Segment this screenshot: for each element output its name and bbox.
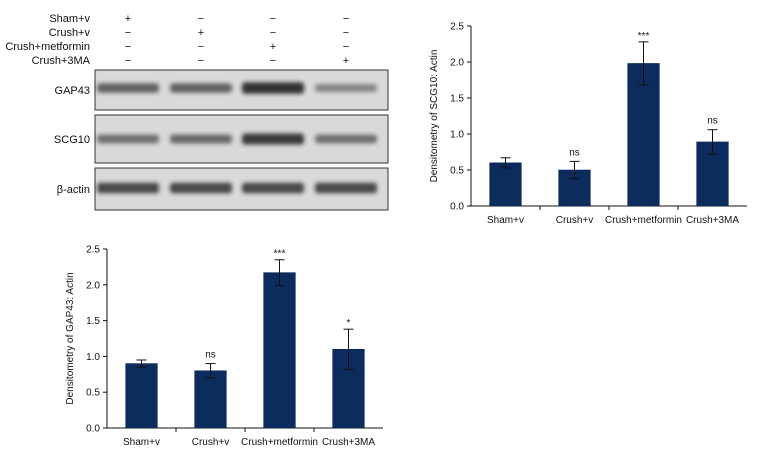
x-tick-label: Crush+3MA [322, 437, 375, 448]
y-tick-label: 1.0 [450, 130, 464, 141]
blot-band [170, 83, 232, 93]
y-tick-label: 0.5 [86, 388, 100, 399]
scg10-bar-chart: 0.0 0.5 1.0 1.5 2.0 2.5 Densitometry of SCG10:… [429, 22, 747, 226]
x-tick-label: Crush+v [556, 215, 594, 226]
condition-marker: − [125, 27, 131, 39]
y-axis-title: Densitometry of GAP43: Actin [65, 272, 76, 404]
blot-band [242, 133, 304, 145]
y-tick-label: 1.5 [86, 316, 100, 327]
condition-marker: + [270, 41, 276, 53]
blot-band-label: β-actin [57, 184, 90, 196]
significance-label: * [347, 318, 351, 329]
x-tick-label: Crush+metformin [605, 215, 682, 226]
significance-label: ns [569, 147, 580, 158]
blot-band [97, 182, 159, 194]
blot-band [315, 84, 377, 92]
western-blot-panel: Sham+v + − − − Crush+v − + − − Crush+metformin − − + −… [5, 13, 389, 211]
blot-band-label: SCG10 [54, 134, 90, 146]
x-tick-label: Crush+v [192, 437, 230, 448]
condition-label: Crush+v [49, 27, 91, 39]
condition-marker: − [198, 41, 204, 53]
x-tick-label: Sham+v [123, 437, 160, 448]
condition-marker: + [343, 55, 349, 67]
significance-label: ns [707, 116, 718, 127]
condition-marker: − [270, 55, 276, 67]
y-tick-label: 1.0 [86, 352, 100, 363]
y-tick-label: 0.5 [450, 166, 464, 177]
x-tick-label: Sham+v [487, 215, 524, 226]
condition-marker: − [125, 55, 131, 67]
x-tick-label: Crush+metformin [241, 437, 318, 448]
x-tick-label: Crush+3MA [686, 215, 739, 226]
blot-band [97, 134, 159, 144]
y-tick-label: 2.0 [86, 280, 100, 291]
gap43-bar-chart: 0.0 0.5 1.0 1.5 2.0 2.5 Densitometry of GAP43:… [65, 245, 383, 448]
bar [489, 162, 522, 207]
y-tick-label: 0.0 [450, 202, 464, 213]
condition-marker: − [343, 27, 349, 39]
significance-label: *** [638, 31, 650, 42]
blot-band [315, 182, 377, 194]
significance-label: ns [205, 350, 216, 361]
condition-label: Crush+metformin [5, 41, 90, 53]
condition-marker: − [198, 13, 204, 25]
condition-label: Crush+3MA [32, 55, 91, 67]
significance-label: *** [274, 249, 286, 260]
blot-band [242, 182, 304, 194]
y-axis-title: Densitometry of SCG10: Actin [429, 50, 440, 183]
blot-band [242, 82, 304, 94]
condition-marker: − [125, 41, 131, 53]
y-tick-label: 1.5 [450, 94, 464, 105]
bar [627, 63, 660, 207]
blot-band-label: GAP43 [55, 85, 90, 97]
blot-band [170, 134, 232, 144]
y-tick-label: 0.0 [86, 424, 100, 435]
blot-band [170, 182, 232, 194]
condition-marker: − [343, 41, 349, 53]
blot-band [315, 134, 377, 144]
condition-label: Sham+v [49, 13, 90, 25]
bar [125, 363, 158, 429]
condition-marker: − [343, 13, 349, 25]
y-tick-label: 2.0 [450, 58, 464, 69]
condition-marker: − [270, 27, 276, 39]
y-tick-label: 2.5 [450, 22, 464, 33]
y-tick-label: 2.5 [86, 245, 100, 256]
condition-marker: − [270, 13, 276, 25]
blot-band [97, 83, 159, 93]
condition-marker: + [198, 27, 204, 39]
bar [263, 272, 296, 429]
bar [194, 370, 227, 429]
condition-marker: + [125, 13, 131, 25]
condition-marker: − [198, 55, 204, 67]
